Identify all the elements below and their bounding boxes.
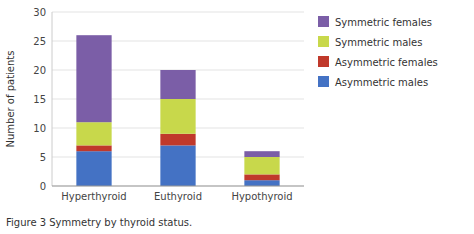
grid-line	[52, 12, 304, 13]
legend-swatch	[318, 16, 329, 27]
y-axis-label: Number of patients	[5, 51, 16, 148]
legend-label: Asymmetric females	[335, 57, 438, 68]
y-axis-line	[52, 12, 53, 186]
legend-swatch	[318, 76, 329, 87]
legend-label: Asymmetric males	[335, 77, 428, 88]
y-tick-label: 20	[33, 65, 46, 76]
bar	[76, 35, 111, 122]
bars	[76, 35, 279, 186]
y-tick-label: 5	[40, 152, 46, 163]
legend: Symmetric females Symmetric males Asymmetr…	[318, 16, 438, 88]
x-axis-line	[52, 186, 304, 187]
legend-swatch	[318, 36, 329, 47]
y-tick-label: 10	[33, 123, 46, 134]
bar	[160, 145, 195, 186]
legend-label: Symmetric females	[335, 17, 432, 28]
bar	[160, 99, 195, 134]
bar	[76, 122, 111, 145]
y-tick-label: 0	[40, 181, 46, 192]
bar	[160, 134, 195, 146]
y-tick-label: 25	[33, 36, 46, 47]
bar	[244, 151, 279, 157]
x-tick-label: Hyperthyroid	[61, 191, 126, 202]
y-tick-label: 30	[33, 7, 46, 18]
chart: 0 5 10 15 20 25 30 Hyperthyroid Euthyroid Hypothy…	[0, 0, 474, 234]
x-tick-label: Euthyroid	[154, 191, 202, 202]
x-tick-label: Hypothyroid	[231, 191, 292, 202]
grid-line	[52, 186, 304, 187]
y-tick-label: 15	[33, 94, 46, 105]
bar	[244, 180, 279, 186]
bar	[76, 145, 111, 151]
caption: Figure 3 Symmetry by thyroid status.	[6, 217, 192, 228]
bar	[244, 174, 279, 180]
bar	[76, 151, 111, 186]
bar	[244, 157, 279, 174]
legend-label: Symmetric males	[335, 37, 422, 48]
legend-swatch	[318, 56, 329, 67]
bar	[160, 70, 195, 99]
